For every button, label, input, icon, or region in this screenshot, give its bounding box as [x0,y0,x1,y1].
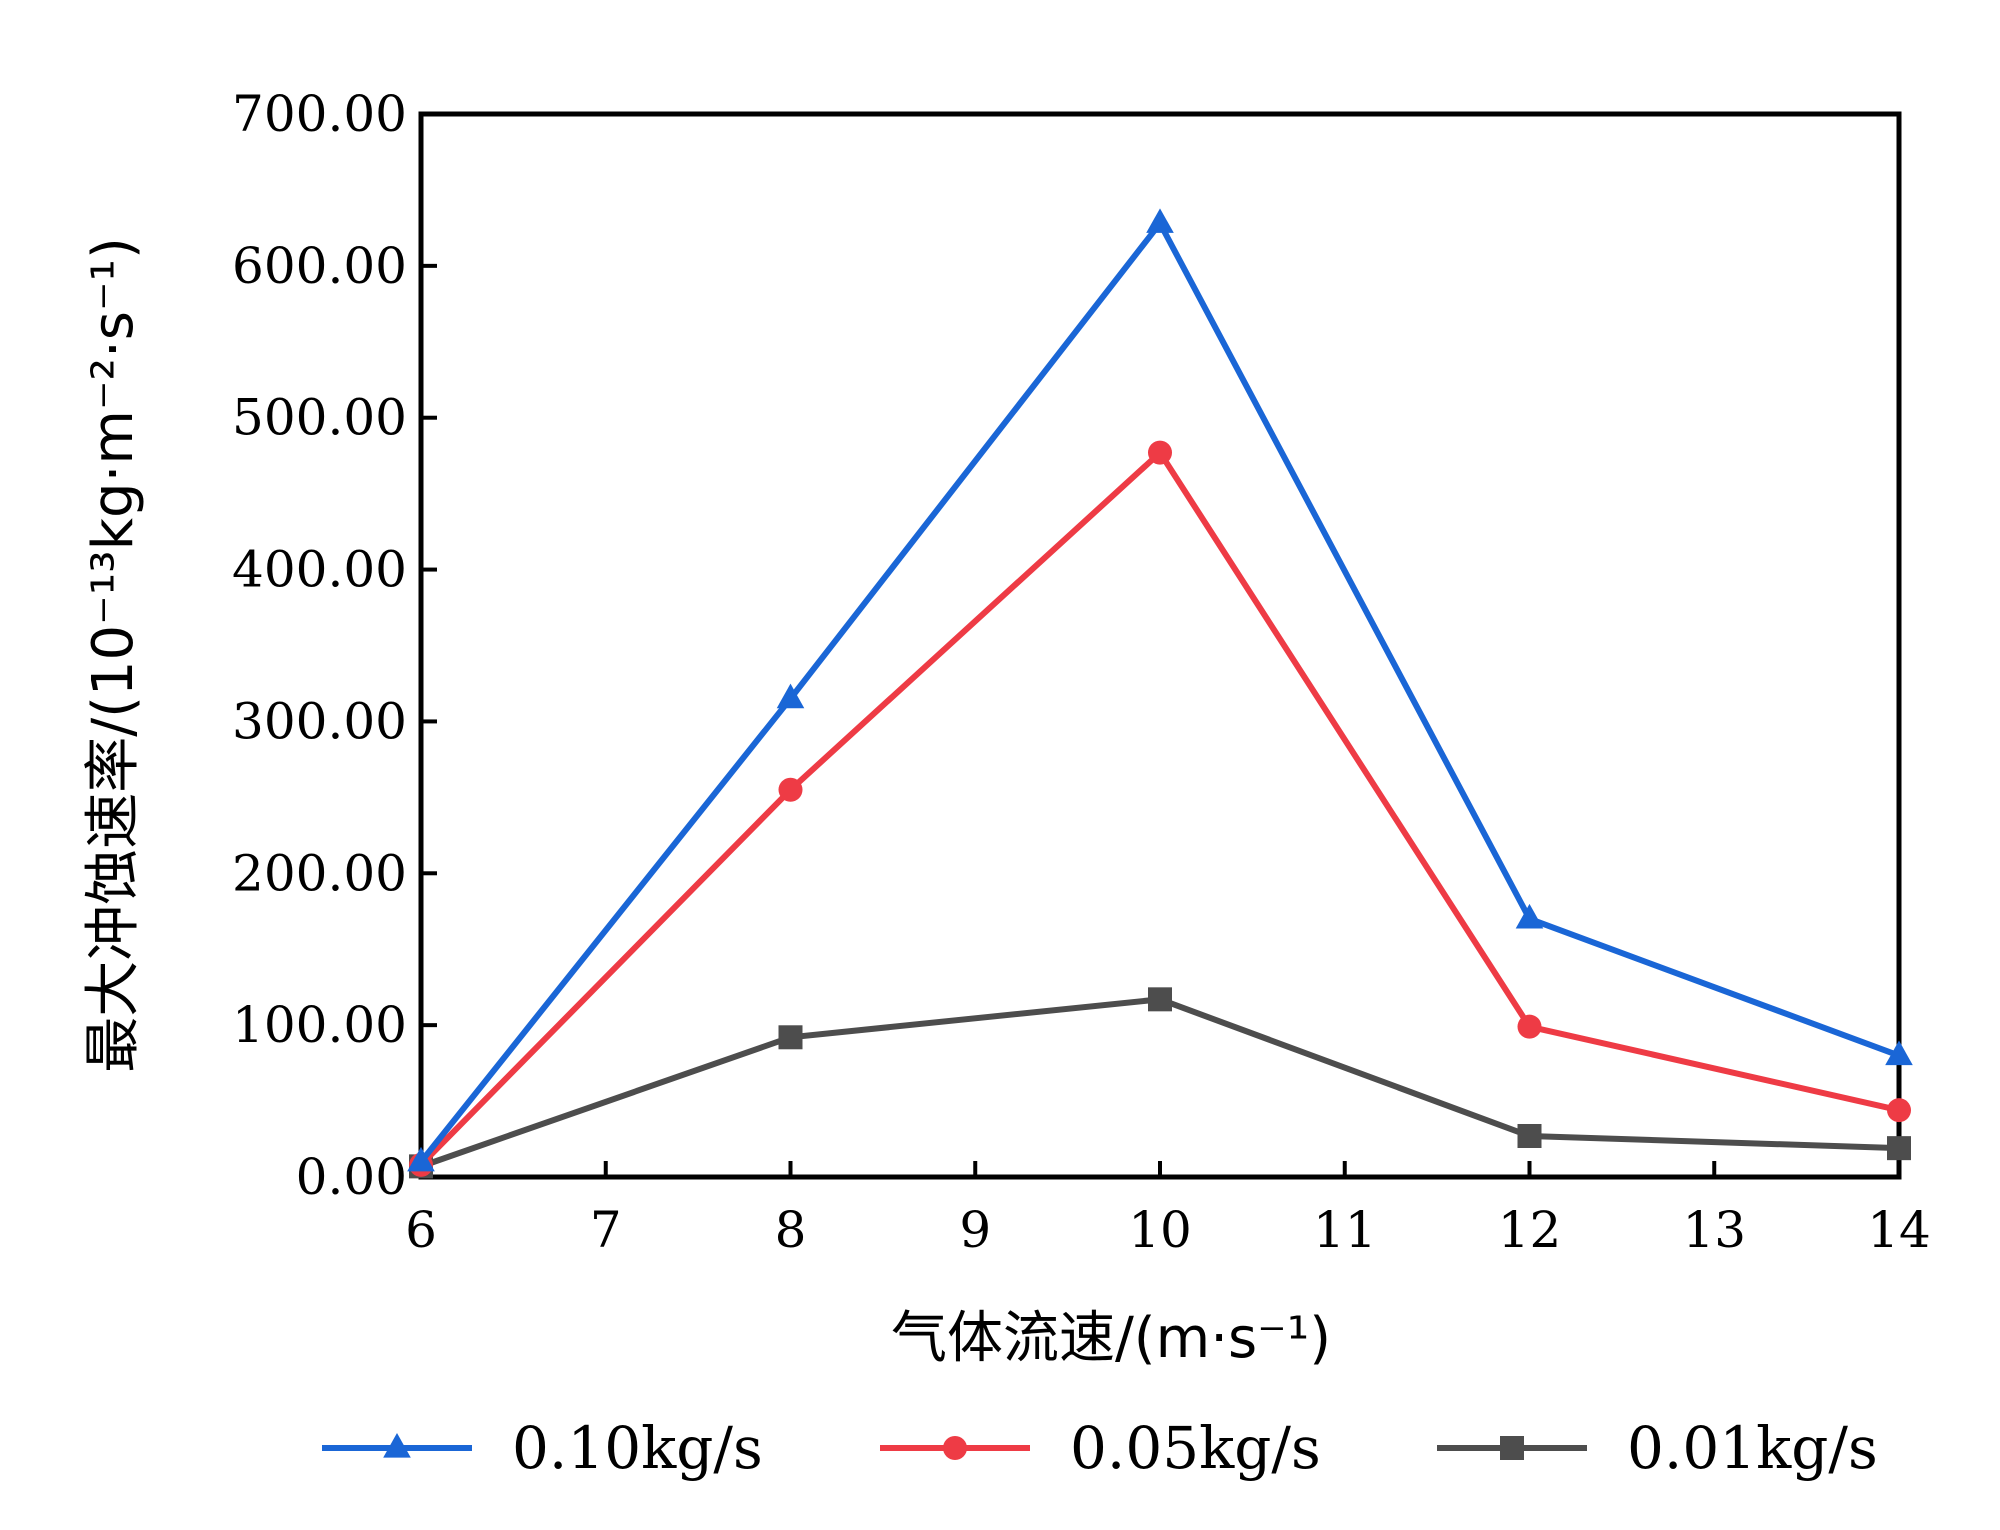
data-point-001kgs [1887,1136,1911,1161]
data-point-005kgs [1148,440,1172,465]
legend-marker-001kgs [1500,1436,1524,1460]
x-tick-label: 9 [959,1201,991,1259]
legend-marker-005kgs [943,1436,967,1460]
y-tick-label: 700.00 [232,85,407,143]
y-tick-label: 400.00 [232,541,407,599]
x-tick-label: 6 [405,1201,437,1259]
y-tick-label: 200.00 [232,844,407,902]
data-point-005kgs [1887,1098,1911,1123]
x-tick-label: 12 [1498,1201,1562,1259]
y-tick-label: 300.00 [232,692,407,750]
x-tick-label: 7 [590,1201,622,1259]
x-tick-label: 10 [1128,1201,1192,1259]
legend-label-001kgs: 0.01kg/s [1627,1414,1878,1482]
data-point-010kgs [407,1146,435,1172]
data-point-001kgs [1517,1123,1542,1148]
x-tick-label: 14 [1867,1201,1931,1259]
data-point-005kgs [1517,1014,1542,1039]
data-point-001kgs [1148,987,1172,1012]
legend: 0.10kg/s 0.05kg/s 0.01kg/s [322,1414,1878,1482]
y-axis-ticks: 0.00 100.00 200.00 300.00 400.00 500.00 600.00… [232,85,437,1206]
data-point-010kgs [1146,208,1174,233]
legend-label-010kgs: 0.10kg/s [512,1414,763,1482]
series-001kgs [409,987,1911,1179]
x-tick-label: 8 [775,1201,807,1259]
y-tick-label: 500.00 [232,389,407,447]
series-005kgs [409,440,1911,1177]
x-axis-title: 气体流速/(m·s⁻¹) [891,1306,1331,1371]
plot-area [418,111,1902,1180]
data-point-001kgs [778,1025,803,1050]
legend-label-005kgs: 0.05kg/s [1070,1414,1321,1482]
y-tick-label: 600.00 [232,237,407,295]
data-point-010kgs [1515,903,1544,929]
series-line-001kgs [420,996,1900,1170]
y-axis-title: 最大冲蚀速率/(10⁻¹³kg·m⁻²·s⁻¹) [81,237,146,1073]
series-group [407,208,1913,1179]
series-line-005kgs [418,448,1900,1167]
data-point-010kgs [776,683,805,709]
legend-marker-010kgs [383,1433,411,1458]
x-tick-label: 11 [1313,1201,1377,1259]
series-line-010kgs [418,217,1901,1164]
y-tick-label: 100.00 [232,996,407,1054]
data-point-010kgs [1885,1040,1913,1066]
y-tick-label: 0.00 [296,1148,407,1206]
plot-frame [418,111,1902,1180]
series-010kgs [407,208,1913,1172]
x-tick-label: 13 [1682,1201,1746,1259]
data-point-005kgs [778,777,803,802]
x-axis-ticks: 6 7 8 9 10 11 12 13 14 [405,1161,1931,1259]
